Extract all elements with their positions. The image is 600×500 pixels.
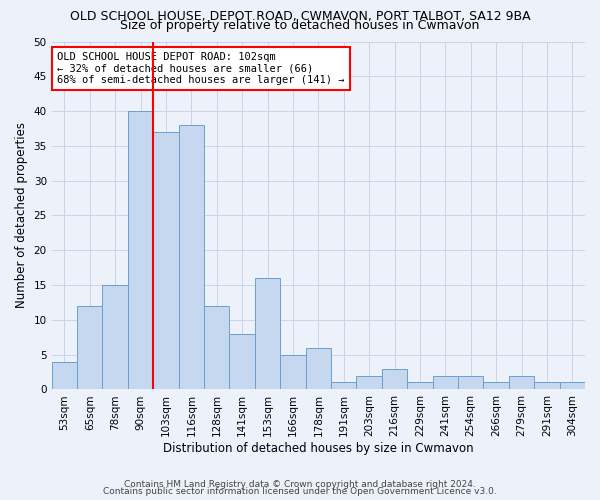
Text: OLD SCHOOL HOUSE DEPOT ROAD: 102sqm
← 32% of detached houses are smaller (66)
68: OLD SCHOOL HOUSE DEPOT ROAD: 102sqm ← 32… xyxy=(57,52,344,85)
Bar xyxy=(153,132,179,390)
X-axis label: Distribution of detached houses by size in Cwmavon: Distribution of detached houses by size … xyxy=(163,442,473,455)
Bar xyxy=(179,125,204,390)
Text: Size of property relative to detached houses in Cwmavon: Size of property relative to detached ho… xyxy=(121,19,479,32)
Bar xyxy=(128,111,153,390)
Bar xyxy=(458,376,484,390)
Bar xyxy=(280,354,305,390)
Bar xyxy=(509,376,534,390)
Bar xyxy=(103,285,128,390)
Bar xyxy=(331,382,356,390)
Bar xyxy=(52,362,77,390)
Bar xyxy=(382,368,407,390)
Bar xyxy=(484,382,509,390)
Bar xyxy=(433,376,458,390)
Bar xyxy=(305,348,331,390)
Text: Contains HM Land Registry data © Crown copyright and database right 2024.: Contains HM Land Registry data © Crown c… xyxy=(124,480,476,489)
Bar xyxy=(77,306,103,390)
Bar xyxy=(407,382,433,390)
Bar xyxy=(229,334,255,390)
Bar xyxy=(560,382,585,390)
Y-axis label: Number of detached properties: Number of detached properties xyxy=(15,122,28,308)
Text: Contains public sector information licensed under the Open Government Licence v3: Contains public sector information licen… xyxy=(103,487,497,496)
Bar xyxy=(356,376,382,390)
Text: OLD SCHOOL HOUSE, DEPOT ROAD, CWMAVON, PORT TALBOT, SA12 9BA: OLD SCHOOL HOUSE, DEPOT ROAD, CWMAVON, P… xyxy=(70,10,530,23)
Bar xyxy=(534,382,560,390)
Bar xyxy=(204,306,229,390)
Bar xyxy=(255,278,280,390)
